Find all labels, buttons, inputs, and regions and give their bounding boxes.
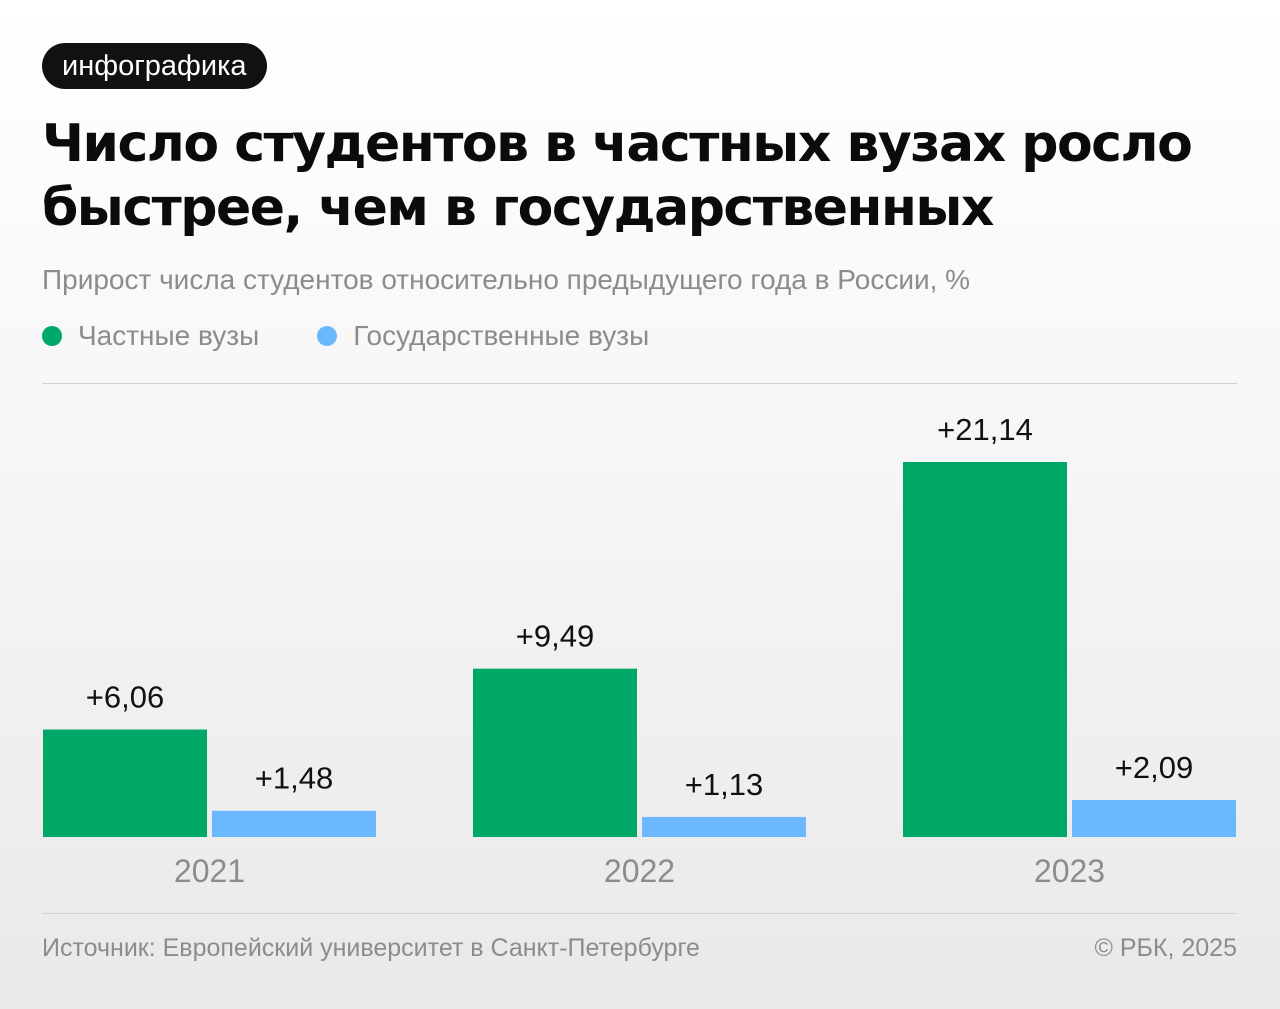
- legend: Частные вузы Государственные вузы: [42, 320, 707, 352]
- chart-title: Число студентов в частных вузах росло бы…: [42, 114, 1193, 238]
- legend-dot-private-icon: [42, 326, 62, 346]
- data-label-state-2023: +2,09: [1115, 750, 1193, 785]
- legend-dot-state-icon: [317, 326, 338, 346]
- data-label-state-2021: +1,48: [255, 761, 333, 796]
- divider-bottom: [42, 913, 1237, 914]
- bar-state-2022: [642, 816, 806, 837]
- bar-state-2021: [212, 810, 376, 837]
- divider-top: [42, 383, 1237, 384]
- x-tick-label-2022: 2022: [604, 853, 675, 889]
- data-label-private-2023: +21,14: [937, 412, 1033, 447]
- data-label-private-2022: +9,49: [516, 619, 594, 654]
- x-tick-label-2023: 2023: [1034, 853, 1105, 889]
- source-note: Источник: Европейский университет в Санк…: [42, 934, 700, 962]
- data-label-state-2022: +1,13: [685, 767, 763, 802]
- legend-label-state: Государственные вузы: [353, 320, 650, 351]
- bar-state-2023: [1072, 799, 1236, 837]
- copyright-note: © РБК, 2025: [1094, 934, 1237, 962]
- bar-private-2023: [903, 462, 1067, 837]
- data-label-private-2021: +6,06: [86, 680, 164, 715]
- legend-item-state: Государственные вузы: [317, 320, 649, 352]
- x-tick-label-2021: 2021: [174, 853, 245, 889]
- infographic-badge: инфографика: [42, 43, 267, 89]
- legend-item-private: Частные вузы: [42, 320, 259, 352]
- chart-subtitle: Прирост числа студентов относительно пре…: [42, 264, 971, 295]
- bar-private-2022: [473, 668, 637, 837]
- legend-label-private: Частные вузы: [78, 320, 260, 351]
- bar-private-2021: [43, 729, 207, 837]
